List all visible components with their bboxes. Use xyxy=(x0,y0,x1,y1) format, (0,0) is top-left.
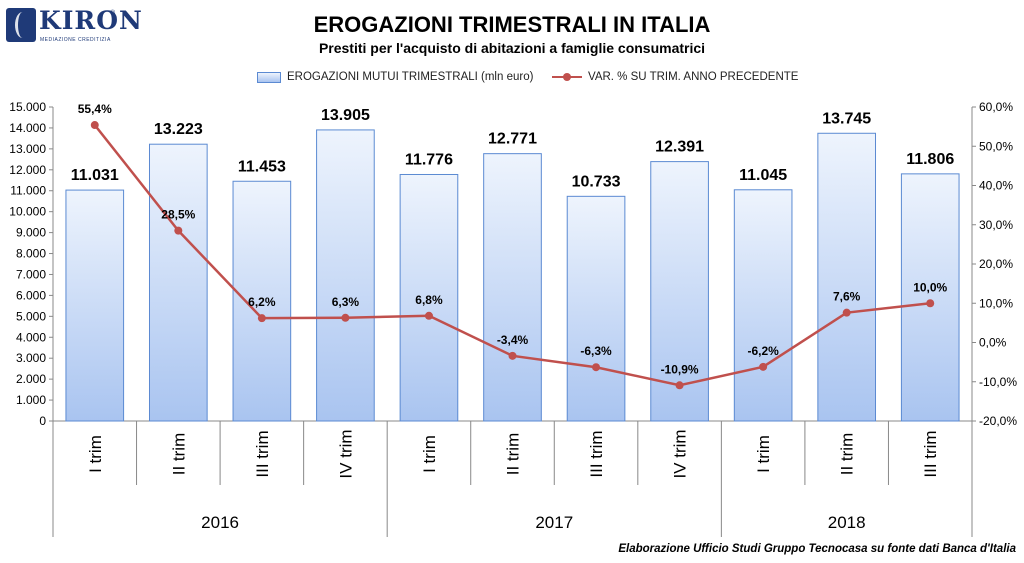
category-label: II trim xyxy=(838,433,857,476)
bar xyxy=(148,143,208,422)
line-point xyxy=(508,351,517,360)
legend-bar-swatch xyxy=(257,71,281,83)
bar-value-label: 11.453 xyxy=(238,158,286,175)
category-label: III trim xyxy=(587,430,606,477)
bar xyxy=(232,180,292,422)
line-point xyxy=(424,311,433,320)
right-tick-label: 30,0% xyxy=(979,218,1013,232)
source-note: Elaborazione Ufficio Studi Gruppo Tecnoc… xyxy=(618,543,1016,555)
line-value-label: 10,0% xyxy=(913,280,947,294)
line-value-label: -3,4% xyxy=(497,333,529,347)
line-point xyxy=(759,362,768,371)
bar-value-label: 11.806 xyxy=(906,151,954,168)
category-label: I trim xyxy=(754,435,773,473)
year-label: 2016 xyxy=(201,513,239,532)
left-tick-label: 7.000 xyxy=(16,267,46,281)
left-tick-label: 3.000 xyxy=(16,351,46,365)
bar xyxy=(733,189,793,422)
line-value-label: 7,6% xyxy=(833,290,861,304)
line-value-label: 6,3% xyxy=(332,295,360,309)
bar-value-label: 13.223 xyxy=(154,121,203,138)
logo-emblem-icon xyxy=(6,8,36,42)
line-point xyxy=(174,226,183,235)
year-label: 2017 xyxy=(535,513,573,532)
right-tick-label: 20,0% xyxy=(979,257,1013,271)
bar-value-label: 11.045 xyxy=(739,167,787,184)
bar-value-label: 12.391 xyxy=(655,139,704,156)
bar xyxy=(316,129,375,422)
category-label: II trim xyxy=(169,433,188,476)
right-tick-label: 60,0% xyxy=(979,100,1013,114)
line-point xyxy=(90,121,99,130)
right-tick-label: 10,0% xyxy=(979,296,1013,310)
category-label: III trim xyxy=(253,430,272,477)
line-point xyxy=(926,299,935,308)
left-tick-label: 0 xyxy=(39,414,46,428)
bar xyxy=(900,173,960,422)
bar-value-label: 12.771 xyxy=(488,131,537,148)
left-tick-label: 9.000 xyxy=(16,226,46,240)
line-point xyxy=(257,314,266,323)
left-tick-label: 14.000 xyxy=(9,121,46,135)
bar-value-label: 11.776 xyxy=(405,151,453,168)
legend-line-label: VAR. % SU TRIM. ANNO PRECEDENTE xyxy=(588,71,799,83)
legend-line-swatch xyxy=(552,72,582,82)
line-value-label: 28,5% xyxy=(161,208,195,222)
year-label: 2018 xyxy=(828,513,866,532)
line-value-label: -6,3% xyxy=(580,344,612,358)
left-tick-label: 10.000 xyxy=(9,205,46,219)
right-tick-label: 50,0% xyxy=(979,139,1013,153)
right-tick-label: 40,0% xyxy=(979,179,1013,193)
category-label: I trim xyxy=(86,435,105,473)
bar-value-label: 13.905 xyxy=(321,107,370,124)
right-tick-label: -20,0% xyxy=(979,414,1017,428)
bar-value-label: 13.745 xyxy=(822,110,871,127)
chart-subtitle: Prestiti per l'acquisto di abitazioni a … xyxy=(318,40,706,56)
left-tick-label: 8.000 xyxy=(16,247,46,261)
category-label: IV trim xyxy=(336,429,355,478)
line-value-label: -6,2% xyxy=(747,344,779,358)
category-label: III trim xyxy=(921,430,940,477)
line-point xyxy=(842,308,851,317)
bar-value-label: 11.031 xyxy=(71,167,119,184)
legend: EROGAZIONI MUTUI TRIMESTRALI (mln euro) … xyxy=(0,71,1024,89)
line-point xyxy=(675,381,684,390)
line-point xyxy=(592,363,601,372)
line-value-label: 55,4% xyxy=(78,102,112,116)
left-tick-label: 15.000 xyxy=(9,100,46,114)
line-value-label: 6,2% xyxy=(248,295,276,309)
logo-tagline: MEDIAZIONE CREDITIZIA xyxy=(40,37,111,43)
left-tick-label: 11.000 xyxy=(10,184,46,198)
left-tick-label: 5.000 xyxy=(16,309,46,323)
line-value-label: 6,8% xyxy=(415,293,443,307)
bar xyxy=(399,173,459,422)
legend-bar-label: EROGAZIONI MUTUI TRIMESTRALI (mln euro) xyxy=(287,71,534,83)
bar xyxy=(817,132,877,422)
brand-logo: KIRON ® MEDIAZIONE CREDITIZIA xyxy=(6,6,142,46)
bar xyxy=(65,189,125,422)
line-value-label: -10,9% xyxy=(661,362,699,376)
bar xyxy=(483,153,542,422)
category-label: I trim xyxy=(420,435,439,473)
left-tick-label: 4.000 xyxy=(16,330,46,344)
left-tick-label: 6.000 xyxy=(16,288,46,302)
left-tick-label: 2.000 xyxy=(16,372,46,386)
left-tick-label: 1.000 xyxy=(16,393,46,407)
left-tick-label: 12.000 xyxy=(9,163,46,177)
bar-value-label: 10.733 xyxy=(572,173,621,190)
left-tick-label: 13.000 xyxy=(9,142,46,156)
line-point xyxy=(341,313,350,322)
category-label: IV trim xyxy=(671,429,690,478)
right-tick-label: 0,0% xyxy=(979,336,1007,350)
category-label: II trim xyxy=(504,433,523,476)
logo-trademark: ® xyxy=(110,10,116,17)
bar xyxy=(566,195,626,422)
logo-wordmark: KIRON xyxy=(39,6,143,35)
legend-item-line: VAR. % SU TRIM. ANNO PRECEDENTE xyxy=(552,71,798,83)
right-tick-label: -10,0% xyxy=(979,375,1017,389)
bar xyxy=(650,161,709,422)
chart-title: EROGAZIONI TRIMESTRALI IN ITALIA xyxy=(313,12,711,37)
legend-item-bars: EROGAZIONI MUTUI TRIMESTRALI (mln euro) xyxy=(257,71,533,83)
